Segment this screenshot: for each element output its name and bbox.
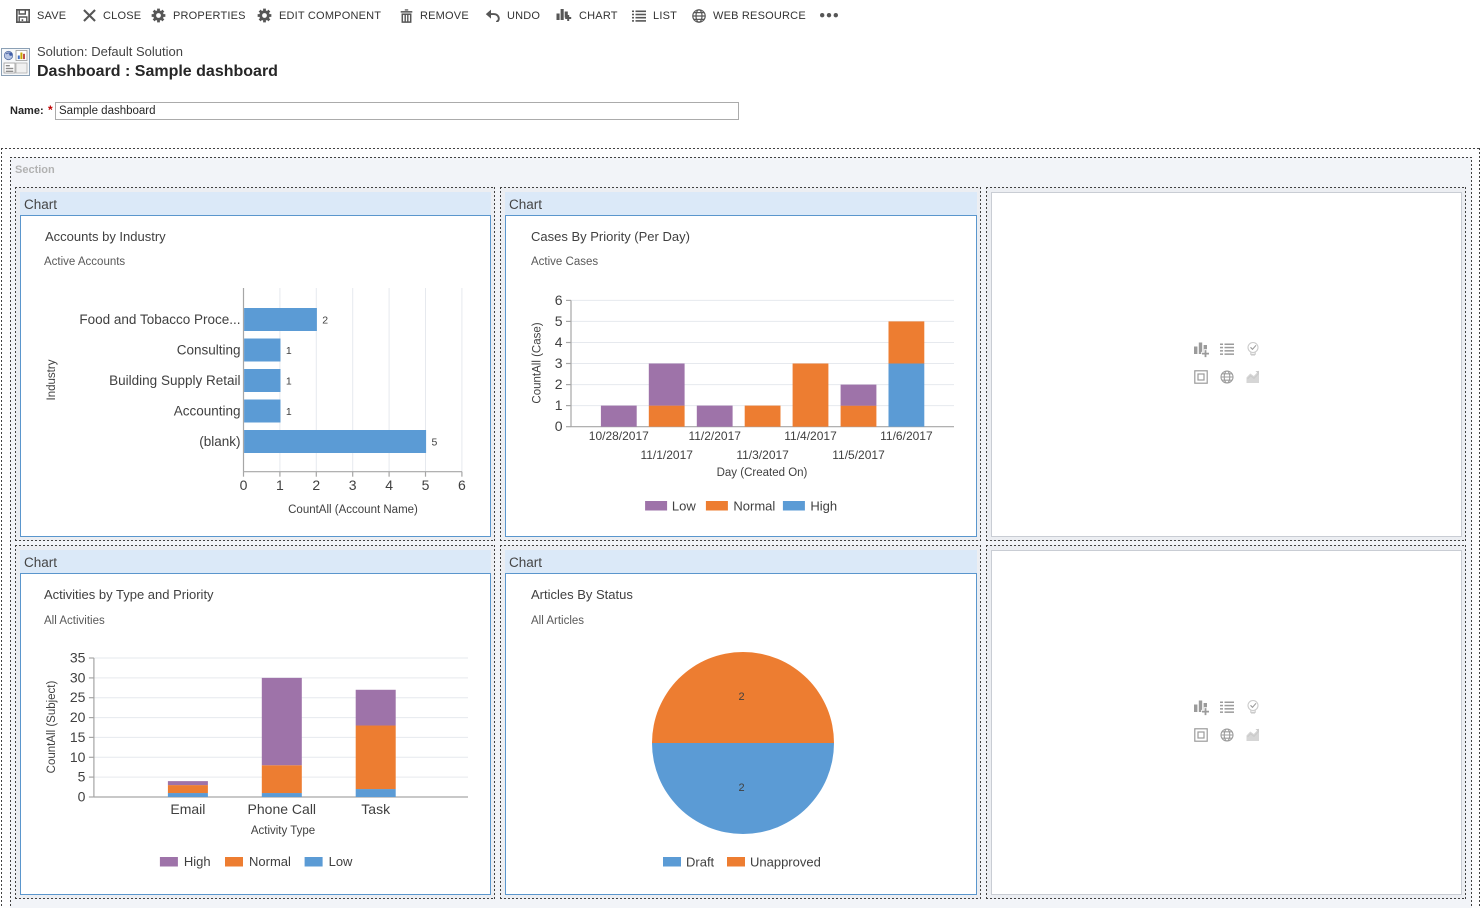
svg-text:0: 0 [240,477,248,493]
svg-text:4: 4 [385,477,393,493]
svg-text:Day (Created On): Day (Created On) [717,467,808,479]
svg-text:6: 6 [458,477,466,493]
svg-text:5: 5 [78,769,86,785]
svg-text:Articles By Status: Articles By Status [531,587,633,602]
svg-text:Phone Call: Phone Call [248,801,317,817]
svg-text:3: 3 [349,477,357,493]
svg-text:11/1/2017: 11/1/2017 [640,448,693,462]
svg-text:Activity Type: Activity Type [251,825,315,837]
svg-text:15: 15 [70,729,86,745]
svg-text:CountAll (Subject): CountAll (Subject) [46,680,58,773]
svg-text:0: 0 [78,789,86,805]
svg-text:Normal: Normal [249,854,291,869]
svg-text:Active Accounts: Active Accounts [44,256,125,268]
svg-text:(blank): (blank) [199,434,240,449]
svg-text:Accounts by Industry: Accounts by Industry [45,229,166,244]
svg-text:CountAll (Case): CountAll (Case) [532,322,544,403]
svg-text:6: 6 [555,292,563,308]
svg-text:20: 20 [70,709,86,725]
svg-text:5: 5 [555,313,563,329]
svg-text:2: 2 [555,376,563,392]
svg-text:11/5/2017: 11/5/2017 [832,448,885,462]
svg-text:Email: Email [170,801,205,817]
svg-text:11/6/2017: 11/6/2017 [880,429,933,443]
svg-text:5: 5 [432,437,438,449]
svg-text:10/28/2017: 10/28/2017 [589,429,649,443]
svg-text:Normal: Normal [733,499,775,514]
svg-text:High: High [810,499,837,514]
svg-text:1: 1 [286,345,292,357]
svg-text:Draft: Draft [686,855,715,870]
svg-text:Accounting: Accounting [174,404,241,419]
svg-text:Industry: Industry [46,359,58,400]
svg-text:30: 30 [70,669,86,685]
svg-text:11/3/2017: 11/3/2017 [736,448,789,462]
svg-text:10: 10 [70,749,86,765]
svg-text:2: 2 [738,691,744,703]
svg-text:All Activities: All Activities [44,615,105,627]
svg-text:4: 4 [555,334,563,350]
svg-text:1: 1 [555,397,563,413]
svg-text:Low: Low [329,854,353,869]
svg-text:1: 1 [276,477,284,493]
svg-text:35: 35 [70,650,86,666]
svg-text:5: 5 [422,477,430,493]
svg-text:25: 25 [70,689,86,705]
svg-text:CountAll (Account Name): CountAll (Account Name) [288,504,418,516]
svg-text:2: 2 [738,782,744,794]
svg-text:2: 2 [322,315,328,327]
svg-text:1: 1 [286,376,292,388]
svg-text:Task: Task [361,801,391,817]
svg-text:High: High [184,854,211,869]
svg-text:1: 1 [286,406,292,418]
svg-text:0: 0 [555,418,563,434]
svg-text:Consulting: Consulting [177,343,241,358]
svg-text:Active Cases: Active Cases [531,256,598,268]
svg-text:All Articles: All Articles [531,615,584,627]
svg-text:Food and Tobacco Proce...: Food and Tobacco Proce... [79,312,240,327]
svg-text:Low: Low [672,499,696,514]
svg-text:Cases By Priority (Per Day): Cases By Priority (Per Day) [531,229,690,244]
svg-text:11/2/2017: 11/2/2017 [688,429,741,443]
svg-text:Activities by Type and Priorit: Activities by Type and Priority [44,587,214,602]
svg-text:Building Supply Retail: Building Supply Retail [109,373,240,388]
svg-text:Unapproved: Unapproved [750,855,821,870]
svg-text:2: 2 [312,477,320,493]
svg-text:3: 3 [555,355,563,371]
svg-text:11/4/2017: 11/4/2017 [784,429,837,443]
